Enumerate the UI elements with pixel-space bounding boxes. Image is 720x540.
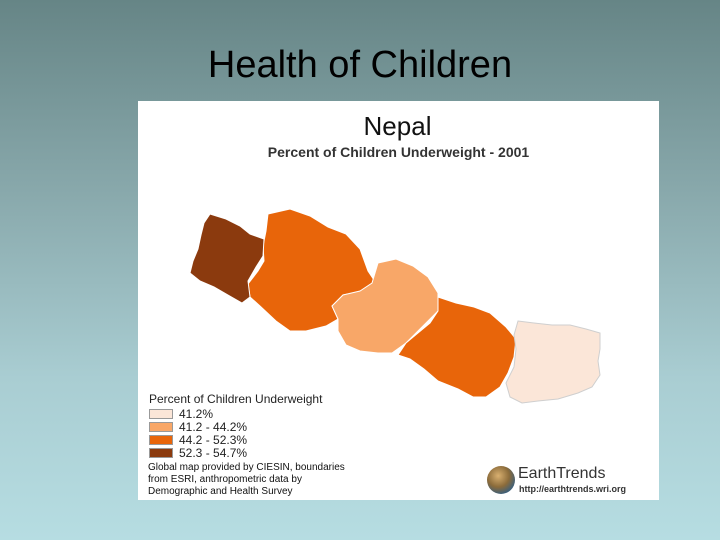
map-panel: Nepal Percent of Children Underweight - …: [138, 101, 659, 500]
map-subtitle: Percent of Children Underweight - 2001: [267, 144, 530, 160]
region-far-west: [189, 213, 265, 304]
legend-label: 44.2 - 52.3%: [179, 433, 248, 447]
legend-item: 52.3 - 54.7%: [149, 447, 247, 459]
map-title: Nepal: [363, 111, 432, 141]
slide-title: Health of Children: [207, 44, 513, 86]
earthtrends-logo: EarthTrends: [518, 465, 606, 482]
globe-icon: [487, 466, 515, 494]
nepal-map: [189, 208, 601, 404]
legend-swatch: [149, 448, 173, 458]
credit-text: Global map provided by CIESIN, boundarie…: [148, 462, 345, 497]
region-central: [397, 296, 517, 398]
region-western: [331, 258, 439, 354]
legend-title: Percent of Children Underweight: [149, 392, 323, 406]
legend-label: 52.3 - 54.7%: [179, 446, 248, 460]
legend-label: 41.2%: [179, 407, 214, 421]
legend-swatch: [149, 422, 173, 432]
legend-swatch: [149, 435, 173, 445]
legend-swatch: [149, 409, 173, 419]
legend-label: 41.2 - 44.2%: [179, 420, 248, 434]
legend-item: 41.2%: [149, 408, 213, 420]
legend-item: 44.2 - 52.3%: [149, 434, 247, 446]
earthtrends-url: http://earthtrends.wri.org: [519, 484, 627, 494]
legend-item: 41.2 - 44.2%: [149, 421, 247, 433]
region-mid-west: [247, 208, 377, 332]
region-eastern: [505, 320, 601, 404]
